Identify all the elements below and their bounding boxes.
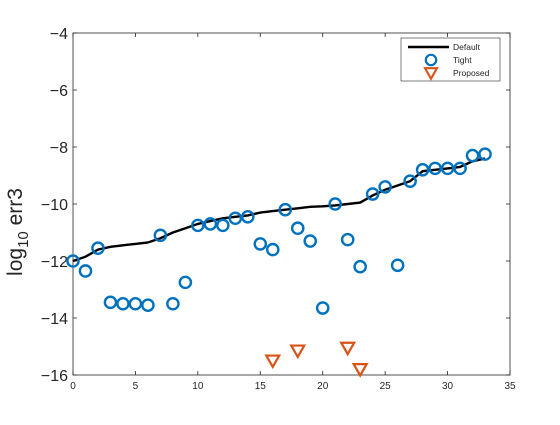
data-point-tight [166, 296, 180, 311]
data-point-tight [278, 202, 293, 217]
x-axis-ticks: 0 5 10 15 20 25 30 35 [70, 33, 516, 392]
y-tick-label: −10 [41, 197, 68, 214]
y-axis-ticks: −16 −14 −12 −10 −8 −6 −4 [41, 26, 510, 385]
y-axis-label-subscript: 10 [15, 231, 32, 248]
data-point-tight [116, 296, 130, 311]
y-axis-label-rest: err3 [4, 188, 27, 231]
y-tick-label: −12 [41, 254, 68, 271]
data-point-tight [378, 180, 392, 194]
data-point-tight [340, 232, 355, 247]
data-point-tight [91, 241, 105, 255]
y-tick-label: −8 [50, 140, 68, 157]
data-point-proposed [339, 341, 357, 357]
y-tick-label: −6 [50, 83, 68, 100]
data-point-tight [265, 242, 280, 257]
data-point-tight [353, 259, 367, 274]
x-tick-label: 20 [317, 381, 329, 392]
data-point-tight [465, 148, 480, 163]
data-point-proposed [351, 363, 369, 378]
data-point-tight [315, 301, 330, 315]
legend-circle-icon [424, 53, 438, 67]
y-tick-label: −4 [50, 26, 68, 43]
x-tick-label: 35 [504, 381, 516, 392]
data-point-tight [203, 217, 218, 231]
legend-triangle-icon [423, 67, 439, 81]
data-point-tight [415, 162, 430, 177]
data-point-proposed [264, 354, 282, 370]
data-point-tight [478, 147, 492, 161]
legend-label: Proposed [453, 68, 490, 78]
legend-label: Tight [453, 55, 472, 65]
y-axis-label-base: log [4, 248, 27, 276]
y-tick-label: −14 [41, 311, 68, 328]
data-point-tight [178, 275, 193, 290]
data-point-tight [253, 237, 268, 251]
series-tight [66, 147, 492, 315]
plot-area [72, 32, 511, 376]
data-point-tight [440, 161, 455, 176]
data-point-tight [78, 264, 93, 278]
x-tick-label: 25 [380, 381, 392, 392]
data-point-tight [365, 187, 380, 201]
data-point-tight [191, 218, 205, 233]
x-tick-label: 5 [133, 381, 139, 392]
x-tick-label: 0 [70, 381, 76, 392]
data-point-tight [228, 211, 243, 226]
data-series [66, 147, 492, 378]
data-point-tight [390, 258, 405, 273]
data-point-tight [290, 221, 305, 236]
data-point-tight [128, 296, 143, 311]
data-point-tight [240, 210, 255, 224]
data-point-tight [141, 298, 155, 312]
data-point-tight [153, 228, 168, 243]
axes: 0 5 10 15 20 25 30 35 −16 −14 −12 −10 −8 −6 −4 [41, 26, 516, 392]
y-axis-label: log10 err3 [4, 188, 32, 276]
x-tick-label: 15 [255, 381, 267, 392]
data-point-tight [328, 197, 343, 211]
data-point-tight [216, 218, 230, 233]
data-point-tight [303, 234, 318, 248]
data-point-tight [103, 295, 118, 310]
data-point-proposed [289, 344, 307, 360]
data-point-tight [66, 254, 80, 268]
x-tick-label: 30 [442, 381, 454, 392]
legend-label: Default [453, 42, 481, 52]
legend-box [400, 37, 501, 82]
legend: Default Tight Proposed [400, 37, 501, 82]
y-tick-label: −16 [41, 368, 68, 385]
series-proposed [264, 341, 369, 378]
x-tick-label: 10 [192, 381, 204, 392]
data-point-tight [453, 161, 467, 176]
data-point-tight [403, 174, 417, 188]
data-point-tight [428, 161, 442, 176]
